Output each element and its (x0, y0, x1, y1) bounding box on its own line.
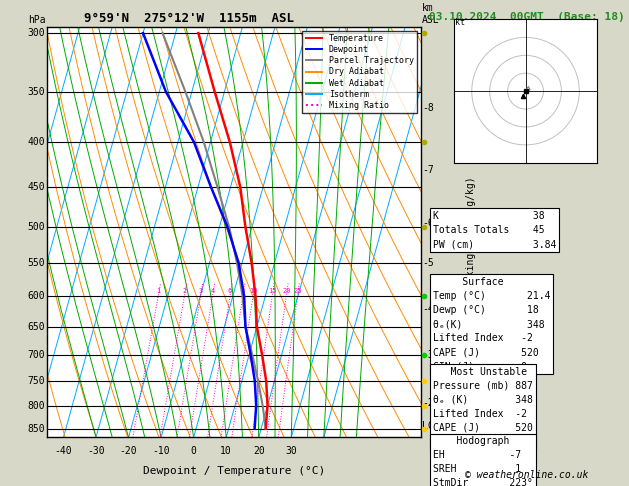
Text: 3: 3 (198, 288, 203, 294)
Text: 800: 800 (28, 400, 45, 411)
Text: Most Unstable
Pressure (mb) 887
θₑ (K)        348
Lifted Index  -2
CAPE (J)     : Most Unstable Pressure (mb) 887 θₑ (K) 3… (433, 367, 533, 447)
Text: LCL: LCL (422, 421, 440, 432)
Text: 8: 8 (241, 288, 245, 294)
Text: -20: -20 (120, 446, 137, 455)
Text: Dewpoint / Temperature (°C): Dewpoint / Temperature (°C) (143, 466, 325, 476)
Text: 700: 700 (28, 350, 45, 360)
Text: 600: 600 (28, 291, 45, 301)
Text: Mixing Ratio (g/kg): Mixing Ratio (g/kg) (466, 176, 476, 288)
Text: 4: 4 (210, 288, 214, 294)
Text: © weatheronline.co.uk: © weatheronline.co.uk (465, 470, 589, 480)
Text: 25: 25 (293, 288, 302, 294)
Text: 20: 20 (253, 446, 265, 455)
Text: 500: 500 (28, 222, 45, 232)
Text: 550: 550 (28, 258, 45, 268)
Text: 0: 0 (191, 446, 196, 455)
Text: km
ASL: km ASL (422, 3, 440, 25)
Text: 750: 750 (28, 376, 45, 386)
Text: 300: 300 (28, 28, 45, 38)
Text: -4: -4 (422, 304, 434, 314)
Text: -40: -40 (55, 446, 72, 455)
Text: 650: 650 (28, 322, 45, 332)
Text: Hodograph
EH           -7
SREH          1
StmDir       223°
StmSpd (kt)   6: Hodograph EH -7 SREH 1 StmDir 223° StmSp… (433, 436, 533, 486)
Text: Surface
Temp (°C)       21.4
Dewp (°C)       18
θₑ(K)           348
Lifted Index: Surface Temp (°C) 21.4 Dewp (°C) 18 θₑ(K… (433, 277, 550, 371)
Text: 10: 10 (220, 446, 232, 455)
Text: kt: kt (455, 18, 465, 27)
Text: 850: 850 (28, 424, 45, 434)
Text: 1: 1 (156, 288, 160, 294)
Text: -7: -7 (422, 165, 434, 175)
Text: -10: -10 (152, 446, 170, 455)
Text: K                38
Totals Totals    45
PW (cm)          3.84: K 38 Totals Totals 45 PW (cm) 3.84 (433, 211, 556, 249)
Text: 20: 20 (282, 288, 291, 294)
Text: 15: 15 (268, 288, 277, 294)
Text: 03.10.2024  00GMT  (Base: 18): 03.10.2024 00GMT (Base: 18) (429, 12, 625, 22)
Text: hPa: hPa (28, 15, 45, 25)
Text: -8: -8 (422, 103, 434, 113)
Text: 400: 400 (28, 138, 45, 147)
Text: -3: -3 (422, 350, 434, 360)
Text: 350: 350 (28, 87, 45, 97)
Text: 450: 450 (28, 182, 45, 192)
Text: 9°59'N  275°12'W  1155m  ASL: 9°59'N 275°12'W 1155m ASL (84, 12, 294, 25)
Text: 30: 30 (286, 446, 297, 455)
Legend: Temperature, Dewpoint, Parcel Trajectory, Dry Adiabat, Wet Adiabat, Isotherm, Mi: Temperature, Dewpoint, Parcel Trajectory… (303, 31, 417, 113)
Text: -2: -2 (422, 398, 434, 408)
Text: -30: -30 (87, 446, 105, 455)
Text: 2: 2 (182, 288, 186, 294)
Text: -6: -6 (422, 218, 434, 228)
Text: -5: -5 (422, 258, 434, 268)
Text: 6: 6 (228, 288, 232, 294)
Text: 10: 10 (249, 288, 257, 294)
